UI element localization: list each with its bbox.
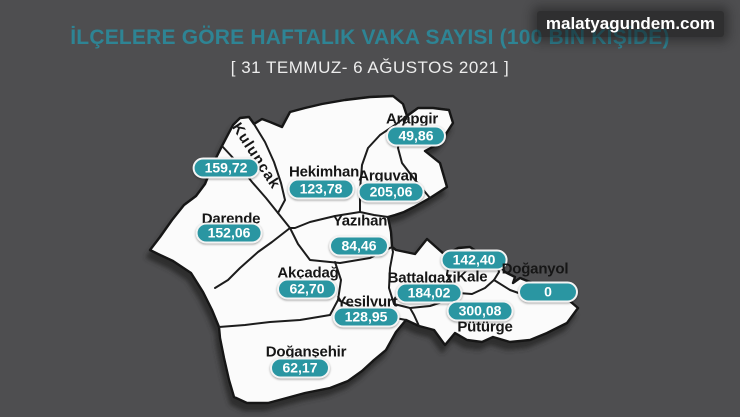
district-label-hekimhan: Hekimhan bbox=[288, 163, 360, 181]
border-arguvan-yazihan bbox=[359, 211, 389, 218]
district-value-darende: 152,06 bbox=[195, 222, 263, 244]
border-darende-akcadag bbox=[214, 227, 291, 289]
border-kuluncak-darende bbox=[221, 145, 279, 214]
page-title: İLÇELERE GÖRE HAFTALIK VAKA SAYISI (100 … bbox=[70, 26, 670, 49]
district-value-kale: 142,40 bbox=[440, 249, 508, 271]
district-value-yazihan: 84,46 bbox=[329, 235, 389, 257]
district-value-arguvan: 205,06 bbox=[357, 181, 425, 203]
date-range-subtitle: [ 31 TEMMUZ- 6 AĞUSTOS 2021 ] bbox=[230, 58, 510, 77]
district-value-doganyol: 0 bbox=[518, 281, 578, 303]
district-label-battalgazi: Battalgazi bbox=[387, 269, 457, 287]
district-label-akcadag: Akçadağ bbox=[277, 264, 339, 282]
border-kale-puturge bbox=[457, 279, 495, 295]
district-value-puturge: 300,08 bbox=[446, 300, 514, 322]
district-label-puturge: Pütürge bbox=[457, 318, 513, 336]
district-value-akcadag: 62,70 bbox=[277, 278, 337, 300]
district-value-kuluncak: 159,72 bbox=[192, 157, 260, 179]
district-label-kale: Kale bbox=[456, 268, 488, 286]
district-value-hekimhan: 123,78 bbox=[287, 178, 355, 200]
district-label-doganyol: Doğanyol bbox=[501, 260, 569, 278]
border-kuluncak-hekimhan bbox=[253, 123, 286, 214]
district-label-arapgir: Arapgir bbox=[386, 110, 438, 128]
district-label-yesilyurt: Yeşilyurt bbox=[336, 293, 398, 311]
district-label-yazihan: Yazıhan bbox=[332, 212, 388, 230]
border-akcadag-yesilyurt bbox=[334, 261, 342, 301]
district-value-battalgazi: 184,02 bbox=[395, 282, 463, 304]
border-hekimhan-yazihan bbox=[277, 211, 361, 229]
district-label-dogansehir: Doğanşehir bbox=[265, 343, 347, 361]
district-value-dogansehir: 62,17 bbox=[270, 357, 330, 379]
district-value-arapgir: 49,86 bbox=[386, 125, 446, 147]
border-yesilyurt-puturge bbox=[393, 303, 420, 327]
district-label-arguvan: Arguvan bbox=[358, 167, 418, 185]
border-yesilyurt-battalgazi bbox=[388, 246, 395, 305]
district-value-yesilyurt: 128,95 bbox=[332, 306, 400, 328]
border-akcadag-dogansehir bbox=[218, 299, 339, 328]
watermark-site-name: malatyagundem.com bbox=[536, 11, 724, 37]
